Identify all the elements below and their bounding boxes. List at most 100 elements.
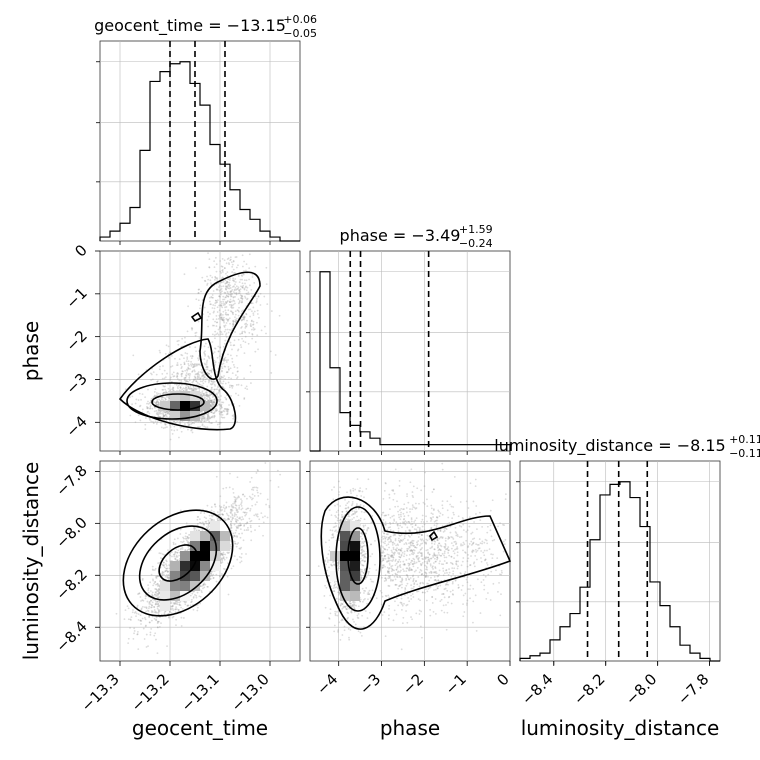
- sample-point: [225, 501, 228, 504]
- title-luminosity_distance: luminosity_distance = −8.15: [494, 436, 725, 456]
- sample-point: [249, 509, 252, 512]
- sample-point: [203, 376, 206, 379]
- sample-point: [223, 408, 226, 410]
- sample-point: [253, 514, 256, 517]
- sample-point: [245, 385, 248, 388]
- sample-point: [193, 389, 196, 392]
- sample-point: [133, 630, 136, 632]
- sample-point: [200, 421, 203, 424]
- sample-point: [210, 574, 213, 576]
- sample-point: [232, 323, 235, 326]
- sample-point: [150, 379, 153, 381]
- sample-point: [209, 572, 212, 575]
- sample-point: [159, 393, 162, 396]
- sample-point: [242, 316, 245, 319]
- sample-point: [274, 354, 277, 356]
- sample-point: [155, 401, 157, 404]
- sample-point: [209, 399, 212, 402]
- sample-point: [229, 322, 231, 325]
- sample-point: [185, 360, 188, 363]
- sample-point: [238, 306, 240, 309]
- sample-point: [131, 611, 134, 614]
- sample-point: [135, 612, 138, 615]
- sample-point: [220, 265, 223, 268]
- sample-point: [222, 295, 225, 298]
- sample-point: [129, 414, 132, 417]
- sample-point: [232, 259, 235, 262]
- sample-point: [174, 558, 176, 560]
- sample-point: [224, 378, 227, 380]
- sample-point: [227, 368, 230, 370]
- sample-point: [243, 279, 246, 282]
- sample-point: [250, 288, 253, 291]
- sample-point: [145, 646, 148, 648]
- sample-point: [218, 295, 221, 298]
- sample-point: [157, 415, 160, 417]
- sample-point: [239, 333, 242, 335]
- sample-point: [221, 318, 224, 321]
- sample-point: [161, 372, 164, 375]
- sample-point: [156, 380, 158, 383]
- sample-point: [191, 592, 194, 595]
- sample-point: [169, 378, 172, 381]
- sample-point: [147, 607, 150, 610]
- sample-point: [199, 304, 202, 307]
- sample-point: [205, 526, 208, 528]
- sample-point: [183, 361, 186, 364]
- sample-point: [148, 621, 151, 624]
- sample-point: [251, 333, 254, 336]
- sample-point: [215, 420, 218, 423]
- sample-point: [233, 292, 236, 295]
- sample-point: [199, 371, 202, 373]
- sample-point: [203, 352, 206, 355]
- sample-point: [248, 278, 250, 281]
- sample-point: [156, 380, 159, 383]
- sample-point: [254, 341, 257, 343]
- sample-point: [230, 524, 233, 527]
- sample-point: [195, 380, 198, 383]
- sample-point: [162, 388, 165, 391]
- sample-point: [224, 282, 227, 285]
- sample-point: [181, 337, 184, 340]
- sample-point: [225, 333, 227, 336]
- sample-point: [188, 379, 191, 382]
- sample-point: [222, 271, 224, 273]
- sample-point: [256, 313, 259, 315]
- sample-point: [170, 602, 173, 604]
- sample-point: [180, 379, 183, 382]
- sample-point: [186, 330, 189, 333]
- sample-point: [186, 356, 189, 359]
- sample-point: [215, 301, 218, 304]
- sample-point: [167, 345, 170, 348]
- sample-point: [235, 285, 238, 288]
- sample-point: [207, 523, 210, 525]
- sample-point: [132, 609, 134, 611]
- sample-point: [231, 513, 234, 516]
- sample-point: [228, 263, 231, 266]
- sample-point: [242, 511, 245, 514]
- sample-point: [228, 486, 231, 489]
- sample-point: [180, 430, 183, 433]
- sample-point: [177, 339, 180, 342]
- sample-point: [241, 532, 243, 535]
- sample-point: [227, 287, 230, 290]
- sample-point: [161, 377, 164, 380]
- sample-point: [221, 369, 223, 372]
- sample-point: [201, 419, 204, 422]
- sample-point: [199, 307, 201, 310]
- sample-point: [170, 365, 172, 368]
- sample-point: [149, 581, 152, 584]
- sample-point: [158, 588, 160, 591]
- sample-point: [150, 420, 153, 423]
- sample-point: [250, 325, 253, 328]
- sample-point: [166, 567, 169, 570]
- sample-point: [243, 398, 246, 400]
- sample-point: [207, 526, 210, 529]
- sample-point: [233, 366, 236, 368]
- sample-point: [203, 425, 206, 428]
- sample-point: [237, 302, 240, 305]
- sample-point: [178, 554, 181, 557]
- sample-point: [134, 610, 137, 613]
- sample-point: [174, 357, 176, 360]
- sample-point: [238, 404, 241, 407]
